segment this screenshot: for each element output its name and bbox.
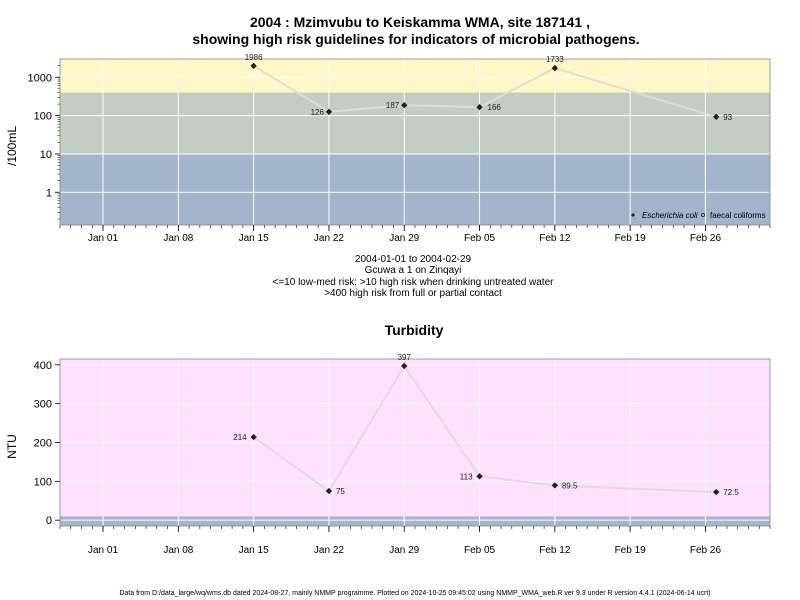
chart1-title: 2004 : Mzimvubu to Keiskamma WMA, site 1… <box>250 14 590 30</box>
note-site-name: Gcuwa a 1 on Zinqayi <box>365 265 462 276</box>
chart2-point-label-3: 113 <box>460 472 473 481</box>
chart2-xtick-label-6: Feb 12 <box>539 545 571 556</box>
chart1-series-line-0 <box>253 65 717 118</box>
note-drinking-risk: <=10 low-med risk; >10 high risk when dr… <box>273 277 555 288</box>
chart2-ytick-label-0: 0 <box>46 515 52 527</box>
chart2-ytick-label-3: 300 <box>34 399 52 411</box>
legend-label-ecoli: Escherichia coli <box>642 211 698 220</box>
legend-label-faecal: faecal coliforms <box>710 211 766 220</box>
chart1-xtick-label-1: Jan 08 <box>163 233 193 244</box>
chart2-xtick-label-1: Jan 08 <box>163 545 193 556</box>
chart2-point-5 <box>713 488 720 496</box>
chart1-point-label-5: 93 <box>723 113 732 122</box>
chart2-title: Turbidity <box>385 322 444 338</box>
chart2-band-0 <box>60 516 770 526</box>
chart1-xtick-label-6: Feb 12 <box>539 233 571 244</box>
chart1-point-5 <box>713 113 720 121</box>
chart1-point-label-3: 166 <box>488 103 502 112</box>
chart1-xtick-label-7: Feb 19 <box>615 233 647 244</box>
chart2-point-label-4: 89.5 <box>562 481 578 490</box>
chart1-point-0 <box>250 62 257 70</box>
chart2-ytick-label-1: 100 <box>34 476 52 488</box>
chart2-ytick-label-2: 200 <box>34 438 52 450</box>
chart1-xtick-label-2: Jan 15 <box>239 233 269 244</box>
legend-marker-ecoli <box>631 213 635 217</box>
chart2-xtick-label-0: Jan 01 <box>88 545 118 556</box>
chart1-subtitle: showing high risk guidelines for indicat… <box>192 31 639 47</box>
legend: Escherichia coli faecal coliforms <box>631 211 766 220</box>
chart2-xtick-label-2: Jan 15 <box>239 545 269 556</box>
chart2-point-label-1: 75 <box>336 487 345 496</box>
chart1-point-3 <box>476 103 483 111</box>
chart2-point-label-5: 72.5 <box>723 488 739 497</box>
chart1-ytick-label-2: 100 <box>34 111 52 123</box>
chart2-point-4 <box>551 482 559 489</box>
chart1-point-4 <box>551 64 559 72</box>
chart1-point-label-0: 1986 <box>245 53 263 62</box>
chart2-point-3 <box>476 473 483 480</box>
chart2-point-1 <box>325 487 333 495</box>
plot-panel-turbidity: Jan 01 Jan 08 Jan 15 Jan 22 Jan 29 Feb 05 Feb … <box>5 353 771 556</box>
chart2-point-0 <box>250 433 257 441</box>
chart1-ytick-label-1: 10 <box>40 149 52 161</box>
chart1-band-2 <box>60 59 770 93</box>
chart1-xtick-label-8: Feb 26 <box>690 233 722 244</box>
chart1-xtick-label-4: Jan 29 <box>389 233 419 244</box>
chart1-xtick-label-3: Jan 22 <box>314 233 344 244</box>
plot-panel-microbial: Jan 01 Jan 08 Jan 15 Jan 22 Jan 29 Feb 05 Feb … <box>5 53 771 244</box>
chart1-ytick-label-3: 1000 <box>28 72 52 84</box>
chart1-point-2 <box>401 101 408 109</box>
footer-note: Data from D:/data_large/wq/wms.db dated … <box>119 590 710 597</box>
chart2-xtick-label-5: Feb 05 <box>464 545 496 556</box>
chart1-ytick-label-0: 1 <box>46 187 52 199</box>
chart2-point-label-2: 397 <box>398 353 412 362</box>
chart1-xtick-label-5: Feb 05 <box>464 233 496 244</box>
chart2-series-line-0 <box>253 364 717 494</box>
chart2-point-label-0: 214 <box>233 433 247 442</box>
legend-marker-faecal <box>701 212 706 217</box>
chart2-xtick-label-4: Jan 29 <box>389 545 419 556</box>
chart2-xtick-label-7: Feb 19 <box>615 545 647 556</box>
chart2-xtick-label-3: Jan 22 <box>314 545 344 556</box>
chart1-xtick-label-0: Jan 01 <box>88 233 118 244</box>
note-date-range: 2004-01-01 to 2004-02-29 <box>355 254 472 265</box>
chart2-xtick-label-8: Feb 26 <box>690 545 722 556</box>
chart2-point-2 <box>401 362 408 370</box>
chart1-point-label-2: 187 <box>386 101 400 110</box>
chart1-point-label-4: 1733 <box>546 55 564 64</box>
chart1-point-label-1: 126 <box>311 108 325 117</box>
chart1-point-1 <box>325 108 333 115</box>
note-contact-risk: >400 high risk from full or partial cont… <box>324 288 502 299</box>
chart1-ylabel: /100mL <box>5 126 19 166</box>
chart2-ytick-label-4: 400 <box>34 360 52 372</box>
chart2-ylabel: NTU <box>5 434 19 459</box>
